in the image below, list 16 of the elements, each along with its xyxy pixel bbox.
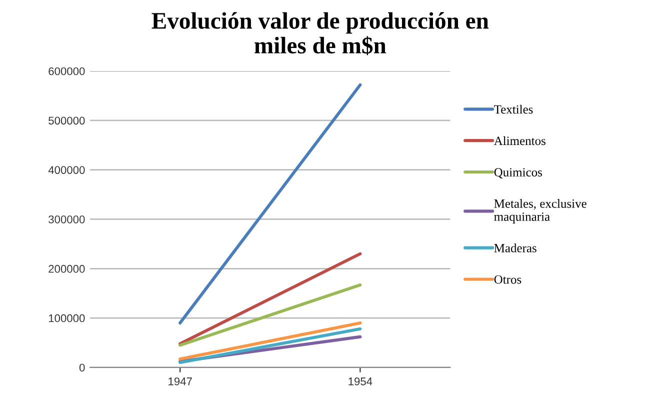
legend-label: Quimicos [494,168,542,178]
legend-label: Metales, exclusive maquinaria [494,199,586,224]
legend-label: Maderas [494,244,536,252]
y-tick-label: 0 [79,364,85,372]
y-tick-label: 300000 [48,216,85,224]
legend-label: Textiles [494,104,533,114]
y-tick-label: 200000 [48,264,85,273]
chart-title: Evolución valor de producción en miles de m$n [152,12,489,56]
legend-label: Otros [494,275,522,284]
x-tick-label: 1954 [348,377,372,386]
legend-label: Alimentos [494,136,546,146]
y-tick-label: 400000 [48,166,85,174]
x-tick-label: 1947 [168,377,192,386]
y-tick-label: 500000 [48,116,85,125]
y-tick-label: 600000 [48,67,85,76]
y-tick-label: 100000 [48,314,85,322]
